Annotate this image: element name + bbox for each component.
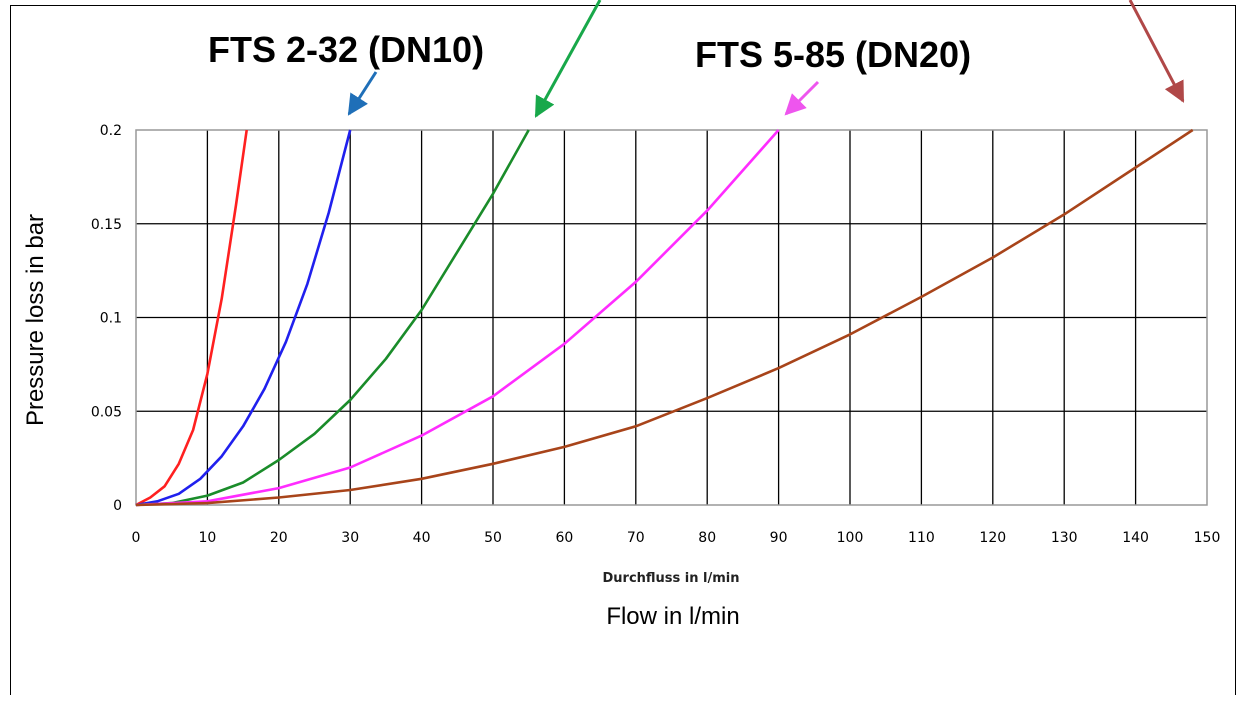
x-tick-label: 120 <box>979 530 1006 546</box>
x-tick-label: 130 <box>1051 530 1078 546</box>
x-tick-label: 60 <box>555 530 573 546</box>
y-tick-label: 0.2 <box>100 123 122 139</box>
callout-fts-2-32: FTS 2-32 (DN10) <box>208 29 484 70</box>
y-tick-label: 0.05 <box>91 404 122 420</box>
x-tick-label: 80 <box>698 530 716 546</box>
plot-area <box>135 129 1208 506</box>
y-axis-ticks: 0 0.05 0.1 0.15 0.2 <box>91 123 122 514</box>
arrow-green-series <box>534 0 602 118</box>
arrow-fts-2-32 <box>347 71 378 116</box>
x-tick-label: 150 <box>1194 530 1221 546</box>
plot-grid <box>136 130 1207 505</box>
y-tick-label: 0.15 <box>91 217 122 233</box>
x-axis-ticks: 0 10 20 30 40 50 60 70 80 90 100 110 120 130 140 150 <box>132 530 1221 546</box>
series-line-0 <box>135 129 248 507</box>
x-axis-label-de: Durchfluss in l/min <box>602 571 739 586</box>
x-tick-label: 10 <box>198 530 216 546</box>
data-series <box>135 128 1194 507</box>
series-line-1 <box>135 129 352 507</box>
x-tick-label: 0 <box>132 530 141 546</box>
series-line-3 <box>135 129 780 507</box>
series-line-2 <box>135 129 530 507</box>
callout-fts-5-85: FTS 5-85 (DN20) <box>695 34 971 75</box>
x-tick-label: 20 <box>270 530 288 546</box>
x-tick-label: 70 <box>627 530 645 546</box>
x-tick-label: 140 <box>1122 530 1149 546</box>
x-axis-label-en: Flow in l/min <box>606 603 739 630</box>
x-tick-label: 110 <box>908 530 935 546</box>
series-line-4 <box>135 128 1194 507</box>
y-tick-label: 0 <box>113 498 122 514</box>
x-tick-label: 90 <box>770 530 788 546</box>
image-frame <box>10 5 1236 695</box>
x-tick-label: 100 <box>837 530 864 546</box>
y-axis-label: Pressure loss in bar <box>22 214 49 426</box>
arrow-brown-series <box>1128 0 1185 103</box>
x-tick-label: 30 <box>341 530 359 546</box>
x-tick-label: 50 <box>484 530 502 546</box>
arrow-fts-5-85 <box>784 80 820 116</box>
x-tick-label: 40 <box>413 530 431 546</box>
y-tick-label: 0.1 <box>100 311 122 327</box>
